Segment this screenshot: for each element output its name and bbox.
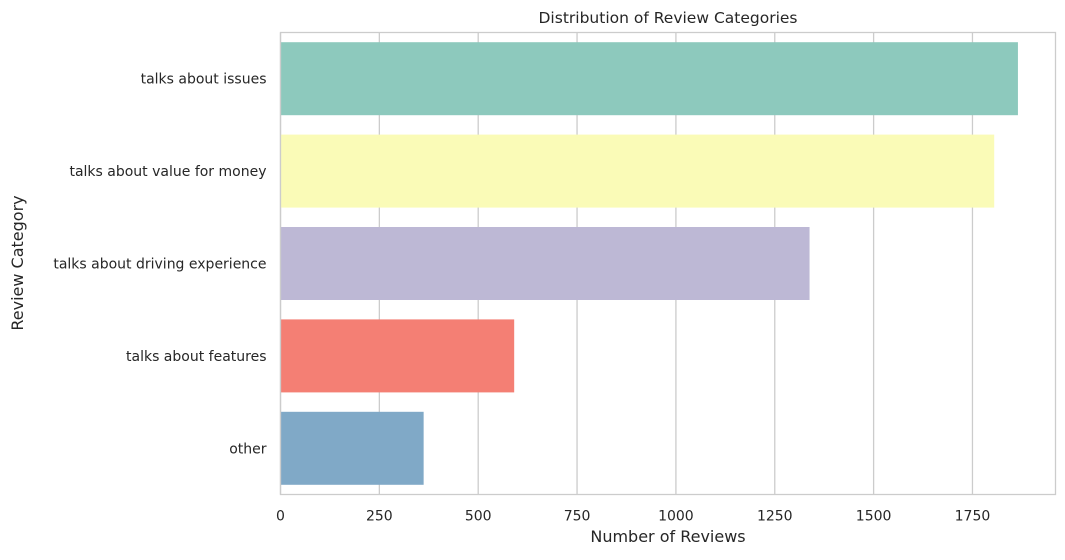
x-tick-label: 250 xyxy=(366,509,393,525)
x-tick-label: 1750 xyxy=(955,509,991,525)
bar xyxy=(280,411,424,485)
x-tick-label: 0 xyxy=(276,509,285,525)
y-tick-label: talks about issues xyxy=(141,72,267,88)
x-axis-title: Number of Reviews xyxy=(590,527,745,546)
x-tick-label: 1500 xyxy=(856,509,892,525)
y-tick-label: talks about value for money xyxy=(69,164,266,180)
y-tick-labels: talks about issues talks about value for … xyxy=(53,72,266,458)
x-tick-labels: 0 250 500 750 1000 1250 1500 1750 xyxy=(276,509,990,525)
y-tick-label: talks about driving experience xyxy=(53,257,266,273)
bar xyxy=(280,227,810,300)
x-tick-label: 1000 xyxy=(658,509,694,525)
bar xyxy=(280,134,995,208)
x-tick-label: 1250 xyxy=(757,509,793,525)
bars xyxy=(280,42,1018,485)
chart-title: Distribution of Review Categories xyxy=(539,9,798,27)
x-tick-label: 500 xyxy=(465,509,492,525)
plot-frame xyxy=(279,31,1057,496)
bar xyxy=(280,42,1018,116)
bar xyxy=(280,319,515,393)
y-tick-label: talks about features xyxy=(126,349,267,365)
x-tick-label: 750 xyxy=(564,509,591,525)
y-axis-title: Review Category xyxy=(8,195,27,330)
y-tick-label: other xyxy=(229,441,267,457)
